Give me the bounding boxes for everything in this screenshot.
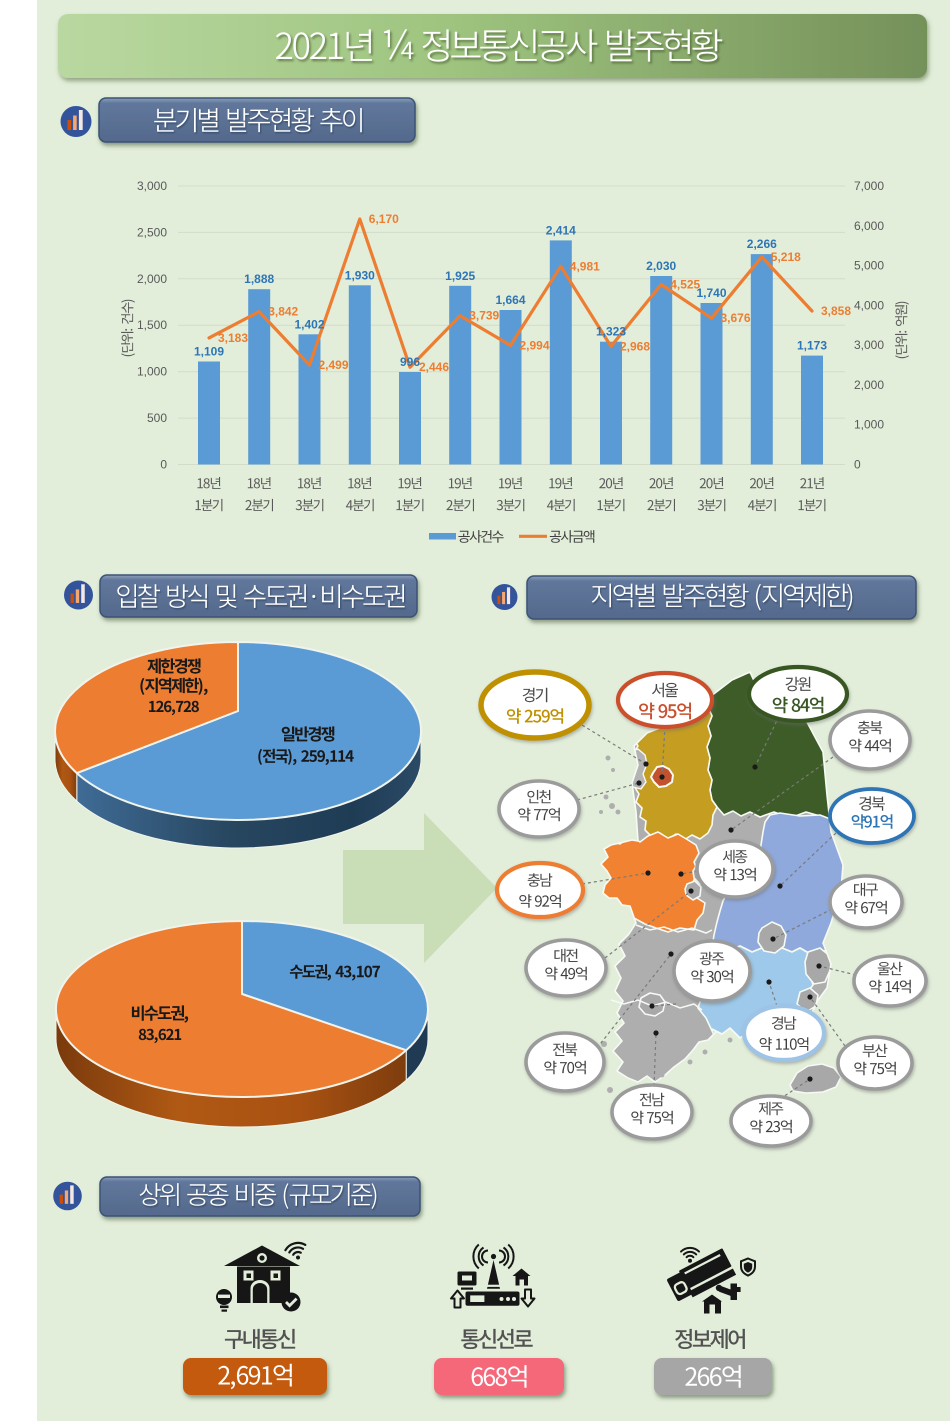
svg-text:1,500: 1,500 bbox=[137, 318, 167, 332]
svg-text:1,930: 1,930 bbox=[345, 268, 375, 282]
svg-text:1,173: 1,173 bbox=[797, 339, 827, 353]
svg-text:4,525: 4,525 bbox=[670, 278, 700, 292]
svg-text:2,500: 2,500 bbox=[137, 225, 167, 239]
svg-text:0: 0 bbox=[160, 458, 167, 472]
svg-text:1,664: 1,664 bbox=[495, 293, 525, 307]
svg-text:1,402: 1,402 bbox=[294, 317, 324, 331]
svg-text:2,994: 2,994 bbox=[520, 338, 550, 352]
svg-text:1,740: 1,740 bbox=[696, 286, 726, 300]
svg-text:3,676: 3,676 bbox=[721, 311, 751, 325]
svg-text:2,968: 2,968 bbox=[620, 339, 650, 353]
svg-text:1,925: 1,925 bbox=[445, 269, 475, 283]
svg-text:2,000: 2,000 bbox=[854, 378, 884, 392]
svg-text:3,000: 3,000 bbox=[854, 338, 884, 352]
svg-text:2,266: 2,266 bbox=[747, 237, 777, 251]
svg-text:1,000: 1,000 bbox=[854, 418, 884, 432]
svg-text:500: 500 bbox=[147, 411, 167, 425]
svg-text:3,858: 3,858 bbox=[821, 304, 851, 318]
svg-text:1,000: 1,000 bbox=[137, 365, 167, 379]
svg-text:1,888: 1,888 bbox=[244, 272, 274, 286]
svg-text:1,323: 1,323 bbox=[596, 325, 626, 339]
svg-text:6,170: 6,170 bbox=[369, 212, 399, 226]
svg-text:3,739: 3,739 bbox=[469, 309, 499, 323]
svg-text:0: 0 bbox=[854, 458, 861, 472]
svg-text:2,000: 2,000 bbox=[137, 272, 167, 286]
svg-text:3,842: 3,842 bbox=[268, 305, 298, 319]
svg-text:2,030: 2,030 bbox=[646, 259, 676, 273]
svg-text:5,218: 5,218 bbox=[771, 250, 801, 264]
svg-text:2,414: 2,414 bbox=[546, 223, 576, 237]
svg-text:6,000: 6,000 bbox=[854, 219, 884, 233]
svg-text:7,000: 7,000 bbox=[854, 179, 884, 193]
svg-text:996: 996 bbox=[400, 355, 420, 369]
svg-text:3,000: 3,000 bbox=[137, 179, 167, 193]
svg-text:3,183: 3,183 bbox=[218, 331, 248, 345]
svg-text:5,000: 5,000 bbox=[854, 259, 884, 273]
svg-text:4,981: 4,981 bbox=[570, 259, 600, 273]
svg-text:4,000: 4,000 bbox=[854, 298, 884, 312]
svg-text:1,109: 1,109 bbox=[194, 345, 224, 359]
svg-text:2,446: 2,446 bbox=[419, 360, 449, 374]
svg-text:2,499: 2,499 bbox=[319, 358, 349, 372]
